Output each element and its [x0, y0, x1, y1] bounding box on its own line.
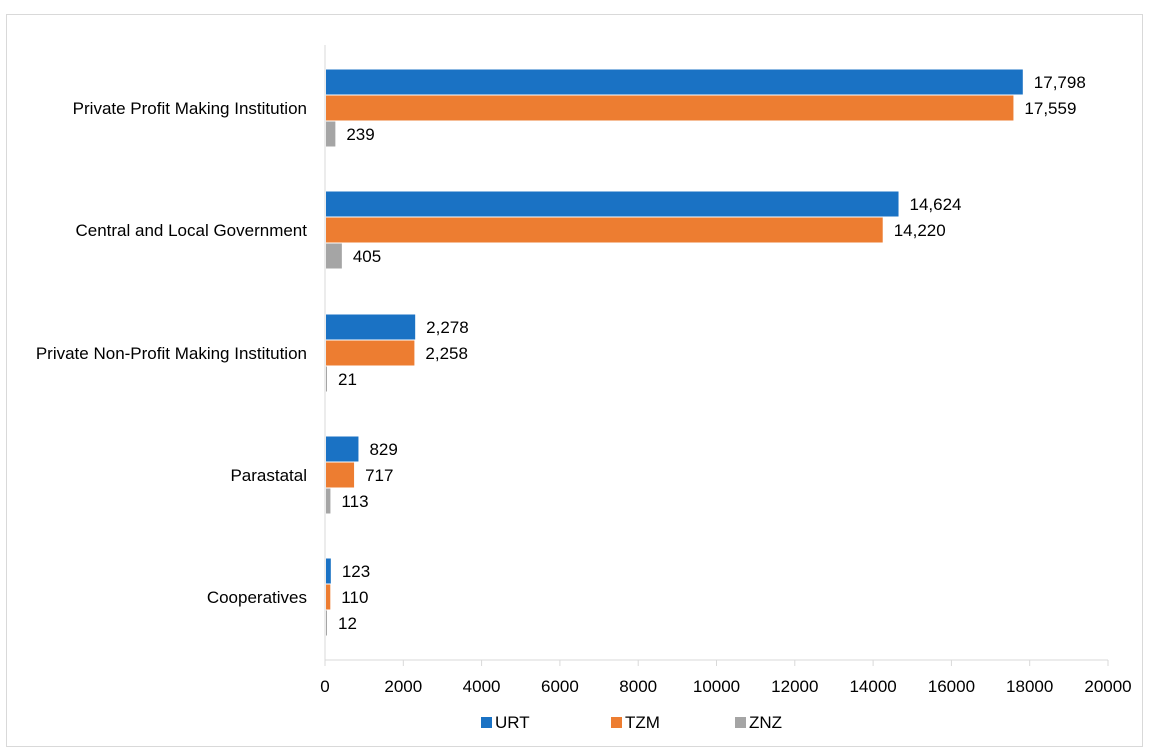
value-label: 239 [346, 125, 374, 144]
category-label: Private Profit Making Institution [73, 99, 307, 118]
value-label: 123 [342, 562, 370, 581]
x-tick-label: 10000 [693, 677, 740, 696]
x-tick-label: 2000 [384, 677, 422, 696]
x-tick-label: 14000 [849, 677, 896, 696]
value-label: 717 [365, 466, 393, 485]
bar-znz [326, 488, 331, 514]
x-tick-label: 0 [320, 677, 329, 696]
chart-frame [6, 14, 1143, 747]
value-label: 12 [338, 614, 357, 633]
bar-znz [326, 366, 327, 392]
value-label: 21 [338, 370, 357, 389]
value-label: 405 [353, 247, 381, 266]
value-label: 14,220 [894, 221, 946, 240]
bar-tzm [326, 462, 355, 488]
bar-znz [326, 121, 336, 147]
x-tick-label: 4000 [463, 677, 501, 696]
value-label: 110 [341, 588, 368, 607]
value-label: 14,624 [910, 195, 962, 214]
value-label: 2,278 [426, 318, 469, 337]
bar-tzm [326, 95, 1014, 121]
bar-tzm [326, 584, 331, 610]
bar-tzm [326, 217, 883, 243]
bar-urt [326, 69, 1023, 95]
x-tick-label: 18000 [1006, 677, 1053, 696]
category-label: Private Non-Profit Making Institution [36, 344, 307, 363]
x-tick-label: 12000 [771, 677, 818, 696]
value-label: 17,559 [1024, 99, 1076, 118]
value-label: 829 [369, 440, 397, 459]
x-tick-label: 16000 [928, 677, 975, 696]
x-tick-label: 20000 [1084, 677, 1131, 696]
bar-tzm [326, 340, 415, 366]
x-tick-label: 8000 [619, 677, 657, 696]
legend-swatch-tzm [611, 717, 622, 728]
bar-urt [326, 191, 899, 217]
legend-swatch-znz [735, 717, 746, 728]
bar-urt [326, 436, 359, 462]
bar-znz [326, 243, 342, 269]
x-tick-label: 6000 [541, 677, 579, 696]
value-label: 17,798 [1034, 73, 1086, 92]
legend-label: TZM [625, 713, 660, 732]
legend-label: ZNZ [749, 713, 782, 732]
category-label: Central and Local Government [75, 221, 307, 240]
bar-urt [326, 558, 331, 584]
value-label: 2,258 [425, 344, 468, 363]
value-label: 113 [341, 492, 368, 511]
legend-swatch-urt [481, 717, 492, 728]
bar-znz [326, 610, 327, 636]
category-label: Cooperatives [207, 588, 307, 607]
category-label: Parastatal [230, 466, 307, 485]
legend-label: URT [495, 713, 530, 732]
bar-urt [326, 314, 416, 340]
